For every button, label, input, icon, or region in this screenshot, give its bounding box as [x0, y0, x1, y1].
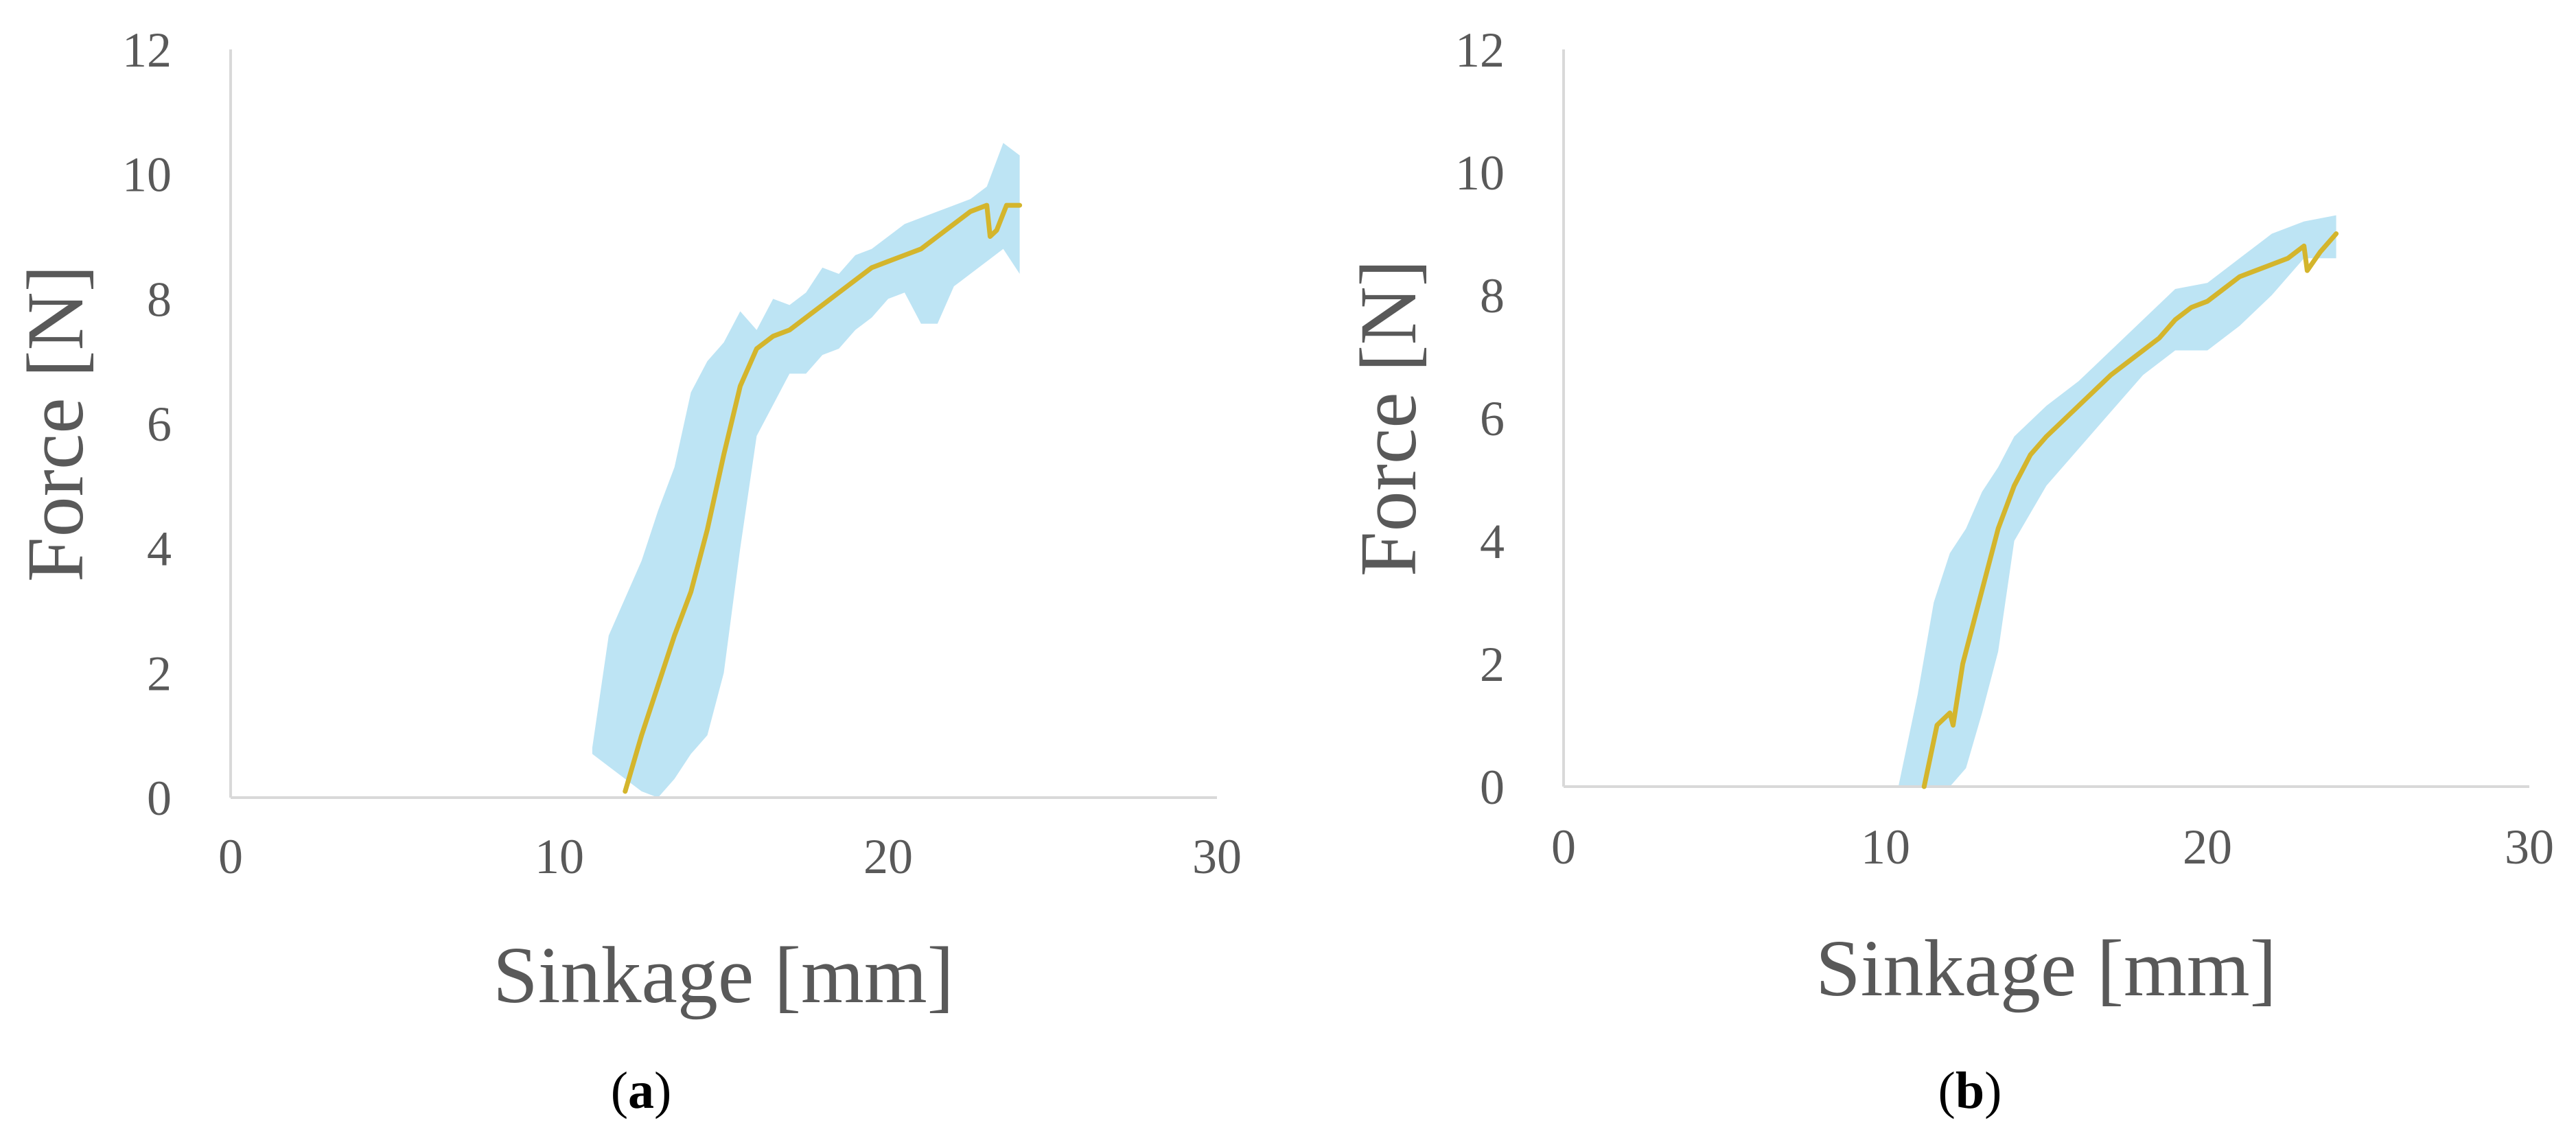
y-tick-label: 8 — [1480, 268, 1505, 323]
y-tick-label: 10 — [1455, 146, 1505, 200]
x-axis-title: Sinkage [mm] — [493, 930, 954, 1020]
deviation-band — [1898, 215, 2336, 787]
panel-caption: (b) — [1938, 1062, 2002, 1120]
y-axis-title: Force [N] — [10, 265, 100, 582]
chart-panel-b: 0 2 4 6 8 10 12 0 10 20 30 Sinkage [mm] Force [N] (b) — [1343, 23, 2554, 1120]
x-tick-label: 0 — [218, 829, 243, 884]
y-tick-label: 12 — [1455, 23, 1505, 78]
mean-force-line — [623, 202, 1023, 794]
y-tick-label: 10 — [122, 148, 172, 202]
x-tick-label: 30 — [2505, 820, 2554, 874]
y-axis-title: Force [N] — [1343, 259, 1433, 577]
panel-caption: (a) — [611, 1062, 672, 1120]
deviation-band — [592, 143, 1020, 798]
x-tick-label: 0 — [1551, 820, 1576, 874]
y-tick-label: 12 — [122, 23, 172, 78]
chart-panel-a: 0 2 4 6 8 10 12 0 10 20 30 Sinkage [mm] Force [N] (a) — [10, 23, 1242, 1120]
y-tick-label: 6 — [147, 397, 172, 452]
x-tick-label: 20 — [2183, 820, 2232, 874]
y-tick-label: 4 — [1480, 514, 1505, 569]
y-tick-label: 6 — [1480, 391, 1505, 446]
x-tick-label: 30 — [1192, 829, 1242, 884]
y-tick-label: 4 — [147, 522, 172, 577]
y-tick-label: 0 — [147, 771, 172, 826]
y-tick-label: 2 — [147, 646, 172, 701]
x-tick-label: 10 — [1861, 820, 1910, 874]
x-tick-label: 20 — [863, 829, 913, 884]
x-axis-title: Sinkage [mm] — [1815, 923, 2277, 1013]
y-tick-label: 2 — [1480, 637, 1505, 692]
y-tick-label: 8 — [147, 272, 172, 327]
y-tick-label: 0 — [1480, 760, 1505, 815]
x-tick-label: 10 — [535, 829, 584, 884]
mean-force-line — [1921, 231, 2339, 789]
